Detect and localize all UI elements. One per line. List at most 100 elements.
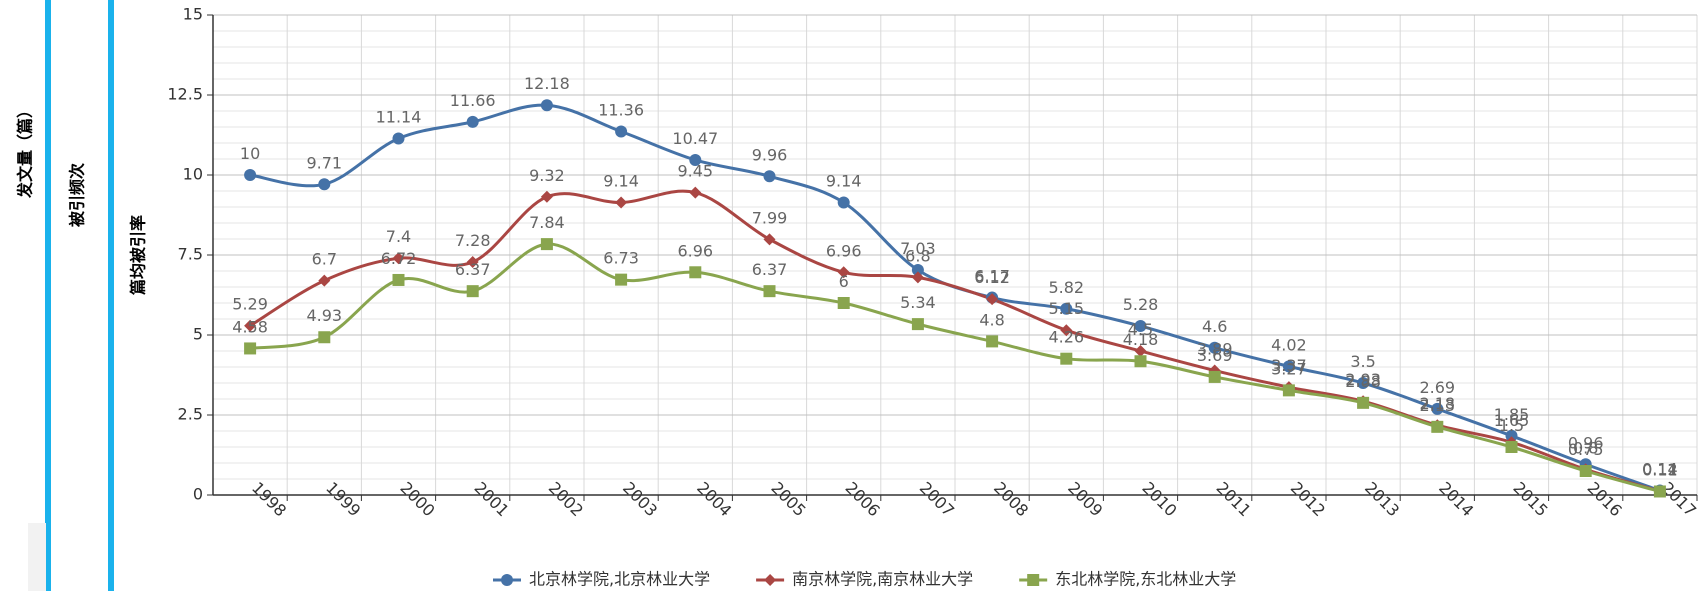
data-label: 9.71 [306, 153, 342, 172]
data-label: 6.96 [677, 241, 713, 260]
data-label: 2.93 [1345, 370, 1381, 389]
point [837, 196, 850, 209]
legend-label: 南京林学院,南京林业大学 [792, 570, 973, 589]
point [466, 115, 479, 128]
point [911, 264, 924, 277]
point [1134, 320, 1147, 333]
point [1282, 384, 1295, 397]
point [540, 238, 553, 251]
point [1027, 574, 1040, 586]
data-label: 11.36 [598, 100, 644, 119]
data-label: 3.89 [1197, 340, 1233, 359]
point [763, 285, 776, 298]
data-label: 7.03 [900, 239, 936, 258]
axis-title: 篇均被引率 [129, 215, 148, 296]
x-tick-label: 2001 [471, 478, 513, 520]
data-label: 0.96 [1568, 433, 1604, 452]
data-label: 1.5 [1499, 416, 1524, 435]
x-tick-label: 2014 [1435, 478, 1477, 520]
x-tick-label: 2008 [990, 478, 1032, 520]
point [1505, 441, 1518, 453]
data-label: 4.93 [306, 306, 342, 325]
legend-item: 东北林学院,东北林业大学 [1019, 570, 1236, 589]
data-label: 0.8 [1573, 438, 1598, 457]
data-label: 9.96 [752, 145, 788, 164]
data-label: 11.14 [376, 108, 422, 127]
data-label: 3.37 [1271, 356, 1307, 375]
data-label: 5.82 [1048, 278, 1084, 297]
y-tick-label: 12.5 [167, 85, 203, 104]
point [1060, 302, 1073, 315]
point [1282, 360, 1295, 373]
point [615, 125, 628, 138]
x-tick-label: 1998 [248, 478, 290, 520]
point [318, 331, 331, 344]
x-tick-label: 2017 [1658, 478, 1700, 520]
data-label: 9.45 [677, 162, 713, 181]
point [1357, 396, 1370, 409]
data-label: 3.27 [1271, 359, 1307, 378]
point [763, 170, 776, 183]
data-label: 0.12 [1642, 460, 1678, 479]
y-tick-label: 0 [193, 485, 203, 504]
point [1060, 324, 1073, 337]
axis-title: 发文量（篇） [16, 102, 35, 199]
point [1653, 485, 1666, 498]
data-label: 1.85 [1494, 405, 1530, 424]
point [911, 318, 924, 331]
point [986, 335, 999, 348]
point [689, 266, 702, 279]
y-tick-label: 2.5 [178, 405, 203, 424]
point [318, 274, 331, 287]
data-label: 6.7 [312, 250, 337, 269]
point [911, 271, 924, 284]
point [1208, 370, 1221, 383]
point [1357, 377, 1370, 389]
data-label: 7.99 [752, 208, 788, 227]
data-label: 6.8 [905, 246, 930, 265]
point [764, 574, 777, 586]
data-label: 12.18 [524, 74, 570, 93]
panel-border [108, 0, 114, 591]
data-label: 7.28 [455, 231, 491, 250]
point [615, 196, 628, 209]
point [244, 169, 257, 181]
data-label: 4.18 [1123, 330, 1159, 349]
y-tick-label: 15 [183, 5, 203, 24]
data-label: 7.4 [386, 227, 411, 246]
axis-title: 被引频次 [68, 163, 87, 227]
point [615, 273, 628, 286]
point [1431, 402, 1444, 415]
data-label: 4.8 [979, 310, 1004, 329]
x-tick-label: 2009 [1064, 478, 1106, 520]
point [501, 574, 513, 586]
data-label: 0.11 [1642, 460, 1678, 479]
x-tick-label: 2002 [545, 478, 587, 520]
data-label: 9.14 [603, 172, 639, 191]
data-label: 2.69 [1419, 378, 1455, 397]
y-tick-label: 10 [183, 165, 203, 184]
point [244, 319, 257, 332]
x-tick-label: 2007 [916, 478, 958, 520]
point [763, 233, 776, 246]
point [837, 297, 850, 309]
point [392, 132, 405, 145]
data-label: 9.14 [826, 172, 862, 191]
point [466, 285, 479, 298]
point [392, 252, 405, 265]
x-tick-label: 2003 [619, 478, 661, 520]
point [1431, 420, 1444, 433]
data-label: 0.75 [1568, 440, 1604, 459]
data-label: 6.72 [381, 249, 417, 268]
data-label: 4.58 [232, 317, 268, 336]
data-label: 4.6 [1202, 317, 1227, 336]
point [244, 342, 257, 355]
point [689, 186, 702, 199]
data-label: 3.5 [1350, 352, 1375, 371]
data-label: 7.84 [529, 213, 565, 232]
data-label: 5.15 [1048, 299, 1084, 318]
panel-box [28, 523, 46, 591]
data-label: 4.02 [1271, 335, 1307, 354]
x-tick-label: 2005 [767, 478, 809, 520]
